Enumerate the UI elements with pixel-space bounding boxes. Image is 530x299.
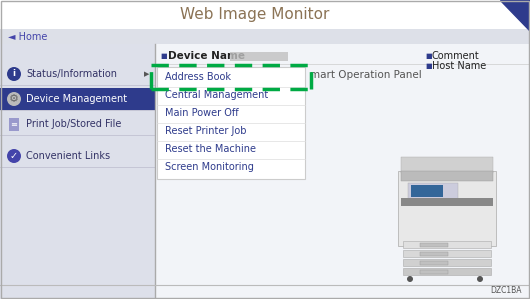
Circle shape — [7, 67, 21, 81]
Text: Reset Printer Job: Reset Printer Job — [165, 126, 246, 136]
Bar — [0, 88, 155, 110]
Bar — [0, 44, 530, 299]
Polygon shape — [500, 0, 530, 31]
Text: Host Name: Host Name — [432, 61, 486, 71]
Text: Convenient Links: Convenient Links — [26, 151, 110, 161]
Text: ◄ Home: ◄ Home — [8, 32, 47, 42]
Text: Address Book: Address Book — [165, 72, 231, 82]
Bar — [420, 269, 448, 274]
Bar — [403, 250, 491, 257]
Text: ■: ■ — [425, 63, 431, 69]
Text: Print Job/Stored File: Print Job/Stored File — [26, 119, 121, 129]
Text: mart Operation Panel: mart Operation Panel — [310, 70, 422, 80]
Bar — [401, 171, 493, 181]
Bar — [408, 183, 458, 199]
Text: ≡: ≡ — [11, 120, 17, 129]
Bar — [398, 171, 496, 246]
Bar — [403, 241, 491, 248]
Bar — [155, 44, 530, 299]
Text: ⚙: ⚙ — [9, 94, 19, 104]
Bar — [403, 268, 491, 275]
Text: DZC1BA: DZC1BA — [490, 286, 522, 295]
Bar — [401, 157, 493, 173]
Text: Reset the Machine: Reset the Machine — [165, 144, 256, 154]
Bar — [420, 260, 448, 265]
Text: Main Power Off: Main Power Off — [165, 108, 238, 118]
Text: ✓: ✓ — [10, 151, 18, 161]
Text: Device Name: Device Name — [168, 51, 245, 61]
Bar — [411, 185, 443, 197]
Text: Screen Monitoring: Screen Monitoring — [165, 162, 254, 172]
Text: Central Management: Central Management — [165, 90, 268, 100]
Text: ■: ■ — [425, 53, 431, 59]
Bar — [0, 44, 155, 299]
Bar — [0, 0, 530, 29]
Text: Web Image Monitor: Web Image Monitor — [180, 7, 330, 22]
Circle shape — [477, 276, 483, 282]
Bar — [9, 118, 19, 131]
Circle shape — [7, 149, 21, 163]
Bar — [420, 242, 448, 246]
Bar — [230, 52, 288, 61]
Text: ▶: ▶ — [144, 71, 149, 77]
Text: Status/Information: Status/Information — [26, 69, 117, 79]
Bar — [0, 29, 530, 44]
Text: Comment: Comment — [432, 51, 480, 61]
Text: i: i — [13, 69, 15, 79]
Bar — [401, 198, 493, 206]
Circle shape — [7, 92, 21, 106]
Bar — [157, 67, 305, 179]
Text: Device Management: Device Management — [26, 94, 127, 104]
Bar — [420, 251, 448, 256]
Bar — [403, 259, 491, 266]
Text: ■: ■ — [160, 53, 166, 59]
Circle shape — [407, 276, 413, 282]
Text: :: : — [224, 51, 227, 61]
